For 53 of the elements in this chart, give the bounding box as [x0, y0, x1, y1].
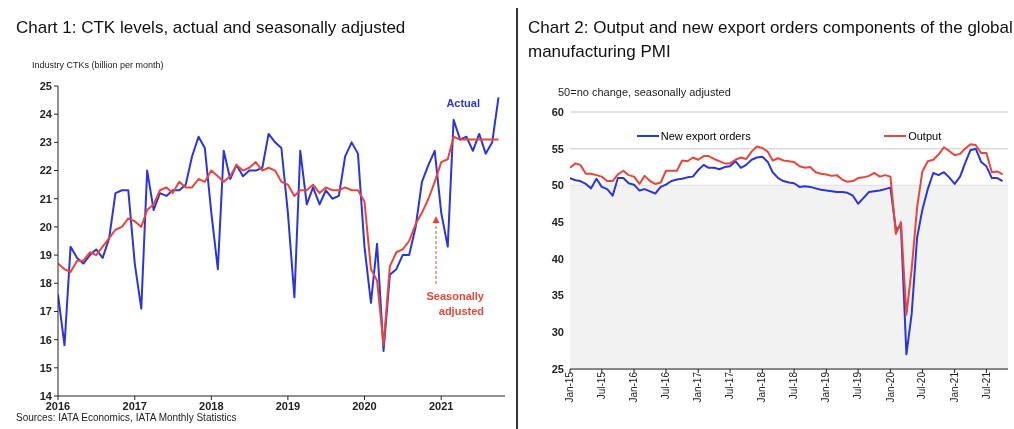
x-tick-label: 2016	[45, 399, 71, 412]
y-tick-label: 21	[39, 192, 52, 205]
y-axis-title: Industry CTKs (billion per month)	[32, 60, 164, 70]
y-tick-label: 55	[551, 142, 564, 155]
line-series	[570, 143, 1004, 316]
chart-title: Chart 2: Output and new export orders components of the global manufacturing PMI	[528, 17, 1014, 63]
y-axis-title: 50=no change, seasonally adjusted	[558, 86, 731, 98]
y-tick-label: 20	[39, 220, 52, 233]
legend-label: Output	[908, 130, 942, 142]
y-tick-label: 25	[551, 362, 564, 375]
line-series	[58, 135, 500, 347]
y-tick-label: 60	[551, 105, 564, 118]
y-tick-label: 45	[551, 216, 564, 229]
x-tick-label: 2019	[275, 399, 301, 412]
y-tick-label: 22	[39, 164, 52, 177]
series-label: Actual	[445, 96, 480, 111]
x-tick-label: Jul-19	[852, 371, 864, 400]
source-note: Sources: IATA Economics, IATA Monthly Statistics	[16, 412, 237, 423]
y-tick-label: 23	[39, 136, 52, 149]
x-tick-label: Jul-16	[660, 371, 672, 400]
y-tick-label: 17	[39, 305, 52, 318]
line-series	[58, 96, 500, 352]
x-tick-label: Jan-19	[820, 371, 832, 403]
y-tick-label: 35	[551, 289, 564, 302]
x-tick-label: Jan-16	[628, 371, 640, 403]
x-tick-label: 2018	[199, 399, 224, 412]
y-tick-label: 15	[39, 361, 52, 374]
line-series	[570, 147, 1004, 356]
y-tick-label: 30	[551, 326, 564, 339]
x-tick-label: Jul-20	[916, 371, 928, 400]
y-tick-label: 25	[39, 79, 52, 92]
x-tick-label: Jul-21	[980, 371, 992, 400]
x-tick-label: Jul-17	[724, 371, 736, 400]
y-tick-label: 14	[39, 389, 53, 402]
x-tick-label: Jan-18	[756, 371, 768, 403]
x-tick-label: Jan-20	[884, 371, 896, 403]
x-tick-label: Jul-15	[595, 371, 607, 400]
x-tick-label: Jan-17	[692, 371, 704, 403]
legend-label: New export orders	[660, 130, 751, 142]
text: Seasonally adjusted	[425, 289, 484, 319]
x-tick-label: 2020	[352, 399, 377, 412]
x-tick-label: 2021	[428, 399, 454, 412]
x-tick-label: 2017	[122, 399, 148, 412]
y-tick-label: 24	[39, 108, 53, 121]
x-tick-label: Jul-18	[788, 371, 800, 400]
y-tick-label: 40	[551, 252, 564, 265]
y-tick-label: 16	[39, 333, 52, 346]
x-tick-label: Jan-21	[948, 371, 960, 403]
y-tick-label: 19	[39, 249, 52, 261]
y-tick-label: 50	[551, 179, 564, 192]
x-tick-label: Jan-15	[564, 371, 576, 403]
y-tick-label: 18	[39, 277, 52, 290]
chart-title: Chart 1: CTK levels, actual and seasonally adjusted	[16, 17, 407, 39]
